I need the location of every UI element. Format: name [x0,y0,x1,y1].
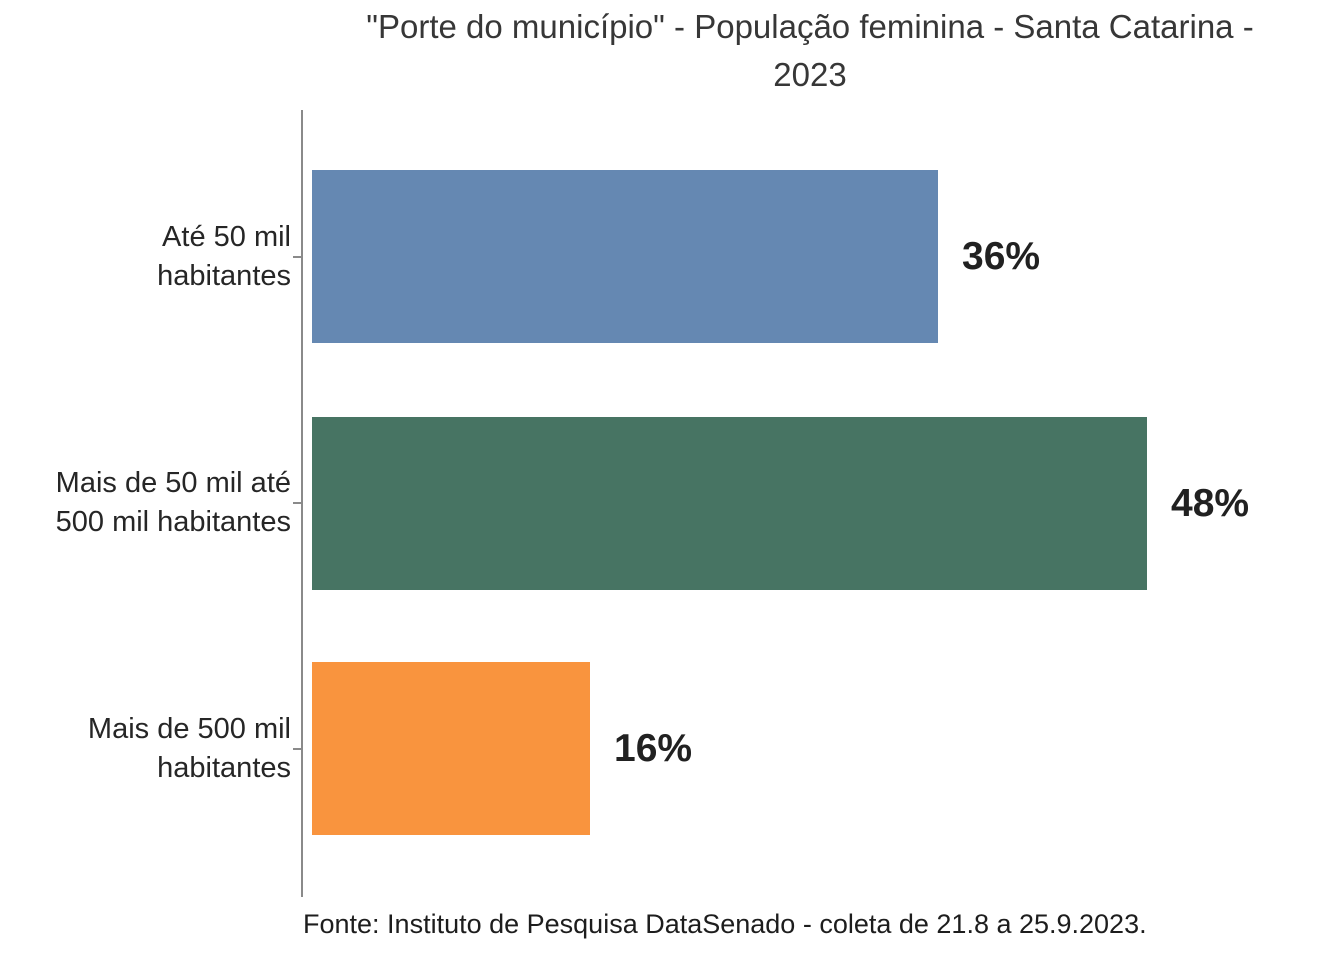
bar-row-ate-50-mil: 36% [312,170,1040,343]
value-label-mais-50-ate-500-mil: 48% [1171,481,1250,525]
y-axis-tick-3 [293,748,302,750]
category-label-line1: Mais de 500 mil [87,713,291,745]
bar-ate-50-mil [312,170,938,343]
category-label-line1: Mais de 50 mil até [55,467,291,499]
bar-row-mais-50-ate-500-mil: 48% [312,417,1249,590]
value-label-mais-500-mil: 16% [614,726,693,770]
category-label-ate-50-mil: Até 50 mil habitantes [0,218,291,296]
y-axis-line [301,110,303,897]
bar-row-mais-500-mil: 16% [312,662,692,835]
category-label-line2: 500 mil habitantes [55,506,291,538]
y-axis-tick-2 [293,502,302,504]
chart-title: "Porte do município" - População feminin… [250,3,1344,99]
chart-title-line1: "Porte do município" - População feminin… [366,8,1254,45]
category-label-mais-50-ate-500-mil: Mais de 50 mil até 500 mil habitantes [0,464,291,542]
category-label-line1: Até 50 mil [162,221,291,253]
category-label-line2: habitantes [157,260,291,292]
source-note: Fonte: Instituto de Pesquisa DataSenado … [303,909,1147,939]
bar-mais-50-ate-500-mil [312,417,1147,590]
category-label-line2: habitantes [157,752,291,784]
chart-title-line2: 2023 [773,56,847,93]
y-axis-tick-1 [293,256,302,258]
value-label-ate-50-mil: 36% [962,234,1041,278]
bar-mais-500-mil [312,662,590,835]
category-label-mais-500-mil: Mais de 500 mil habitantes [0,710,291,788]
